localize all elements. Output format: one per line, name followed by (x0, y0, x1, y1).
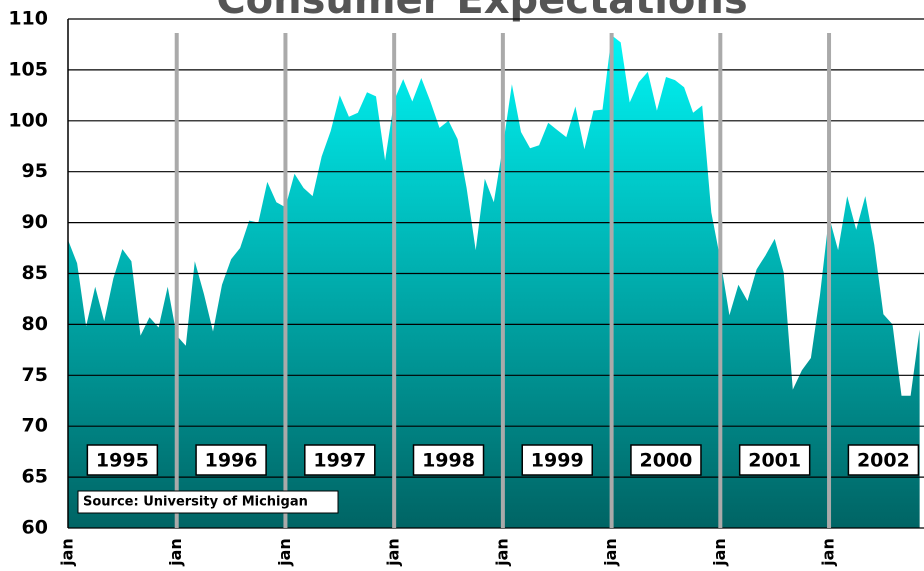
y-tick-label: 75 (22, 364, 48, 386)
year-label: 1995 (96, 450, 149, 472)
year-label: 1997 (313, 450, 366, 472)
x-tick-label: jan (601, 538, 620, 567)
y-tick-label: 60 (22, 517, 48, 539)
year-box (86, 444, 159, 476)
year-label: 2002 (857, 450, 910, 472)
year-label: 2000 (640, 450, 693, 472)
x-tick-label: jan (58, 538, 77, 567)
year-label: 1999 (531, 450, 584, 472)
y-tick-label: 85 (22, 262, 48, 284)
y-tick-label: 100 (8, 109, 48, 131)
year-box (630, 444, 702, 476)
year-label: 1996 (205, 450, 258, 472)
year-box (412, 444, 485, 476)
y-tick-label: 90 (22, 211, 48, 233)
source-box (77, 490, 339, 514)
y-tick-label: 80 (22, 313, 48, 335)
y-tick-label: 110 (8, 8, 48, 30)
year-label: 2001 (748, 450, 801, 472)
chart-title: Consumer Expectations (216, 0, 747, 23)
year-box (195, 444, 267, 476)
year-label: 1998 (422, 450, 475, 472)
x-tick-label: jan (819, 538, 838, 567)
y-tick-label: 105 (8, 58, 48, 80)
y-tick-label: 70 (22, 415, 48, 437)
y-tick-label: 65 (22, 466, 48, 488)
x-tick-label: jan (384, 538, 403, 567)
x-tick-label: jan (166, 538, 185, 567)
x-tick-label: jan (492, 538, 511, 567)
year-box (847, 444, 920, 476)
year-box (521, 444, 593, 476)
area (68, 35, 920, 529)
source-label: Source: University of Michigan (83, 495, 308, 510)
x-tick-label: jan (275, 538, 294, 567)
y-tick-label: 95 (22, 160, 48, 182)
year-box (304, 444, 376, 476)
x-tick-label: jan (710, 538, 729, 567)
year-box (738, 444, 811, 476)
